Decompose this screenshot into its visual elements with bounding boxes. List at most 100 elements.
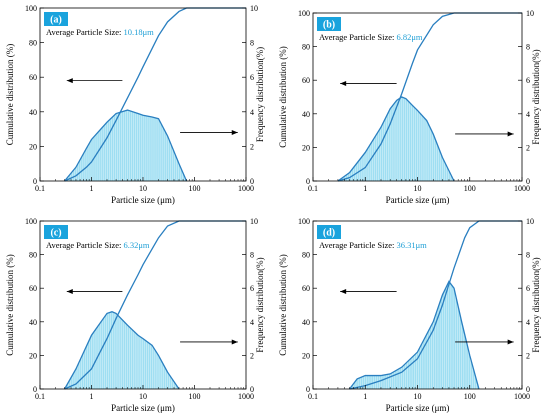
y-right-tick-label: 8 bbox=[526, 43, 530, 52]
y-right-tick-label: 8 bbox=[250, 251, 254, 260]
y-right-tick-label: 0 bbox=[526, 385, 530, 394]
x-axis-label: Particle size (μm) bbox=[386, 195, 450, 205]
average-size-annotation: Average Particle Size: 36.31μm bbox=[319, 240, 427, 250]
y-axis-left: 0 20 40 60 80 100 bbox=[298, 9, 317, 186]
frequency-line bbox=[349, 280, 480, 390]
chart-panel-b: 0.1 1 10 100 10000204060801000246810Particle… bbox=[278, 9, 541, 205]
x-tick-label: 1000 bbox=[514, 392, 530, 401]
x-tick-label: 1 bbox=[90, 392, 94, 401]
y-right-tick-label: 8 bbox=[526, 251, 530, 260]
y-left-tick-label: 100 bbox=[298, 9, 310, 18]
frequency-hatch bbox=[66, 110, 185, 181]
y-left-axis-label: Cumulative distribution (%) bbox=[278, 254, 288, 356]
y-axis-right: 0 2 4 6 8 10 bbox=[518, 9, 534, 186]
x-tick-label: 1 bbox=[90, 184, 94, 193]
x-axis: 0.1 1 10 100 1000 bbox=[35, 177, 254, 193]
frequency-hatch bbox=[339, 97, 453, 181]
y-left-axis-label: Cumulative distribution (%) bbox=[5, 44, 15, 146]
y-right-tick-label: 2 bbox=[250, 351, 254, 360]
y-left-tick-label: 40 bbox=[302, 110, 310, 119]
y-left-tick-label: 80 bbox=[29, 251, 37, 260]
y-axis-right: 0 2 4 6 8 10 bbox=[242, 4, 258, 186]
average-size-value: 6.32μm bbox=[124, 240, 150, 250]
average-size-annotation: Average Particle Size: 10.18μm bbox=[46, 27, 154, 37]
frequency-line bbox=[337, 96, 455, 182]
x-tick-label: 0.1 bbox=[308, 392, 318, 401]
y-left-tick-label: 60 bbox=[29, 284, 37, 293]
x-tick-label: 100 bbox=[189, 184, 201, 193]
average-size-label: Average Particle Size: bbox=[319, 240, 397, 250]
x-tick-label: 0.1 bbox=[35, 392, 45, 401]
panel-label-badge: (d) bbox=[317, 225, 341, 239]
y-right-axis-label: Frequency distribution(%) bbox=[531, 257, 541, 352]
chart-panel-c: 0.1 1 10 100 10000204060801000246810Particle… bbox=[5, 217, 265, 413]
frequency-hatch bbox=[66, 311, 178, 389]
left-arrow-head bbox=[66, 78, 73, 84]
y-axis-right: 0 2 4 6 8 10 bbox=[518, 217, 534, 394]
panel-label: (d) bbox=[323, 228, 335, 239]
right-arrow-head bbox=[231, 130, 238, 136]
panel-label-badge: (a) bbox=[44, 12, 68, 26]
y-right-axis-label: Frequency distribution(%) bbox=[255, 257, 265, 352]
y-right-tick-label: 6 bbox=[250, 284, 254, 293]
x-tick-label: 10 bbox=[139, 392, 147, 401]
x-axis: 0.1 1 10 100 1000 bbox=[308, 385, 530, 401]
cumulative-line bbox=[349, 220, 522, 390]
y-right-tick-label: 4 bbox=[250, 318, 254, 327]
panel-label-bg bbox=[317, 225, 341, 239]
x-tick-label: 100 bbox=[189, 392, 201, 401]
y-left-axis-label: Cumulative distribution (%) bbox=[278, 46, 288, 148]
y-left-tick-label: 80 bbox=[302, 251, 310, 260]
x-tick-label: 1 bbox=[363, 392, 367, 401]
y-left-tick-label: 20 bbox=[302, 143, 310, 152]
average-size-value: 6.82μm bbox=[397, 32, 423, 42]
y-right-tick-label: 4 bbox=[250, 108, 254, 117]
right-arrow-head bbox=[231, 339, 238, 345]
y-left-tick-label: 0 bbox=[33, 177, 37, 186]
axis-pointer-arrows bbox=[340, 81, 514, 137]
x-axis-label: Particle size (μm) bbox=[111, 403, 175, 413]
y-right-tick-label: 8 bbox=[250, 39, 254, 48]
y-left-tick-label: 0 bbox=[33, 385, 37, 394]
frequency-line bbox=[64, 311, 180, 390]
x-tick-label: 10 bbox=[414, 392, 422, 401]
average-size-value: 36.31μm bbox=[397, 240, 428, 250]
y-left-tick-label: 40 bbox=[29, 108, 37, 117]
x-axis-label: Particle size (μm) bbox=[386, 403, 450, 413]
axis-pointer-arrows bbox=[66, 78, 238, 136]
y-right-tick-label: 10 bbox=[250, 4, 258, 13]
right-arrow-head bbox=[507, 339, 514, 345]
y-left-tick-label: 20 bbox=[302, 351, 310, 360]
average-size-annotation: Average Particle Size: 6.82μm bbox=[319, 32, 423, 42]
frequency-line bbox=[64, 109, 188, 182]
panel-label: (a) bbox=[50, 15, 62, 26]
y-right-tick-label: 4 bbox=[526, 110, 530, 119]
left-arrow-head bbox=[66, 289, 73, 295]
y-right-tick-label: 6 bbox=[250, 73, 254, 82]
y-left-tick-label: 40 bbox=[302, 318, 310, 327]
right-arrow-head bbox=[507, 131, 514, 137]
average-size-label: Average Particle Size: bbox=[319, 32, 397, 42]
y-left-tick-label: 0 bbox=[306, 385, 310, 394]
x-tick-label: 1000 bbox=[238, 184, 254, 193]
y-right-tick-label: 2 bbox=[526, 143, 530, 152]
x-tick-label: 0.1 bbox=[308, 184, 318, 193]
y-left-tick-label: 0 bbox=[306, 177, 310, 186]
panel-label-bg bbox=[44, 12, 68, 26]
y-right-tick-label: 10 bbox=[526, 217, 534, 226]
y-left-tick-label: 80 bbox=[29, 39, 37, 48]
y-right-axis-label: Frequency distribution(%) bbox=[255, 47, 265, 142]
x-axis-label: Particle size (μm) bbox=[111, 195, 175, 205]
panel-label: (c) bbox=[50, 228, 61, 239]
x-tick-label: 100 bbox=[464, 184, 476, 193]
y-left-tick-label: 20 bbox=[29, 142, 37, 151]
y-right-axis-label: Frequency distribution(%) bbox=[531, 49, 541, 144]
x-axis: 0.1 1 10 100 1000 bbox=[308, 177, 530, 193]
y-right-tick-label: 10 bbox=[526, 9, 534, 18]
chart-panel-d: 0.1 1 10 100 10000204060801000246810Particle… bbox=[278, 217, 541, 413]
cumulative-line bbox=[337, 12, 522, 182]
x-axis: 0.1 1 10 100 1000 bbox=[35, 385, 254, 401]
average-size-label: Average Particle Size: bbox=[46, 240, 124, 250]
y-right-tick-label: 2 bbox=[250, 142, 254, 151]
x-tick-label: 0.1 bbox=[35, 184, 45, 193]
